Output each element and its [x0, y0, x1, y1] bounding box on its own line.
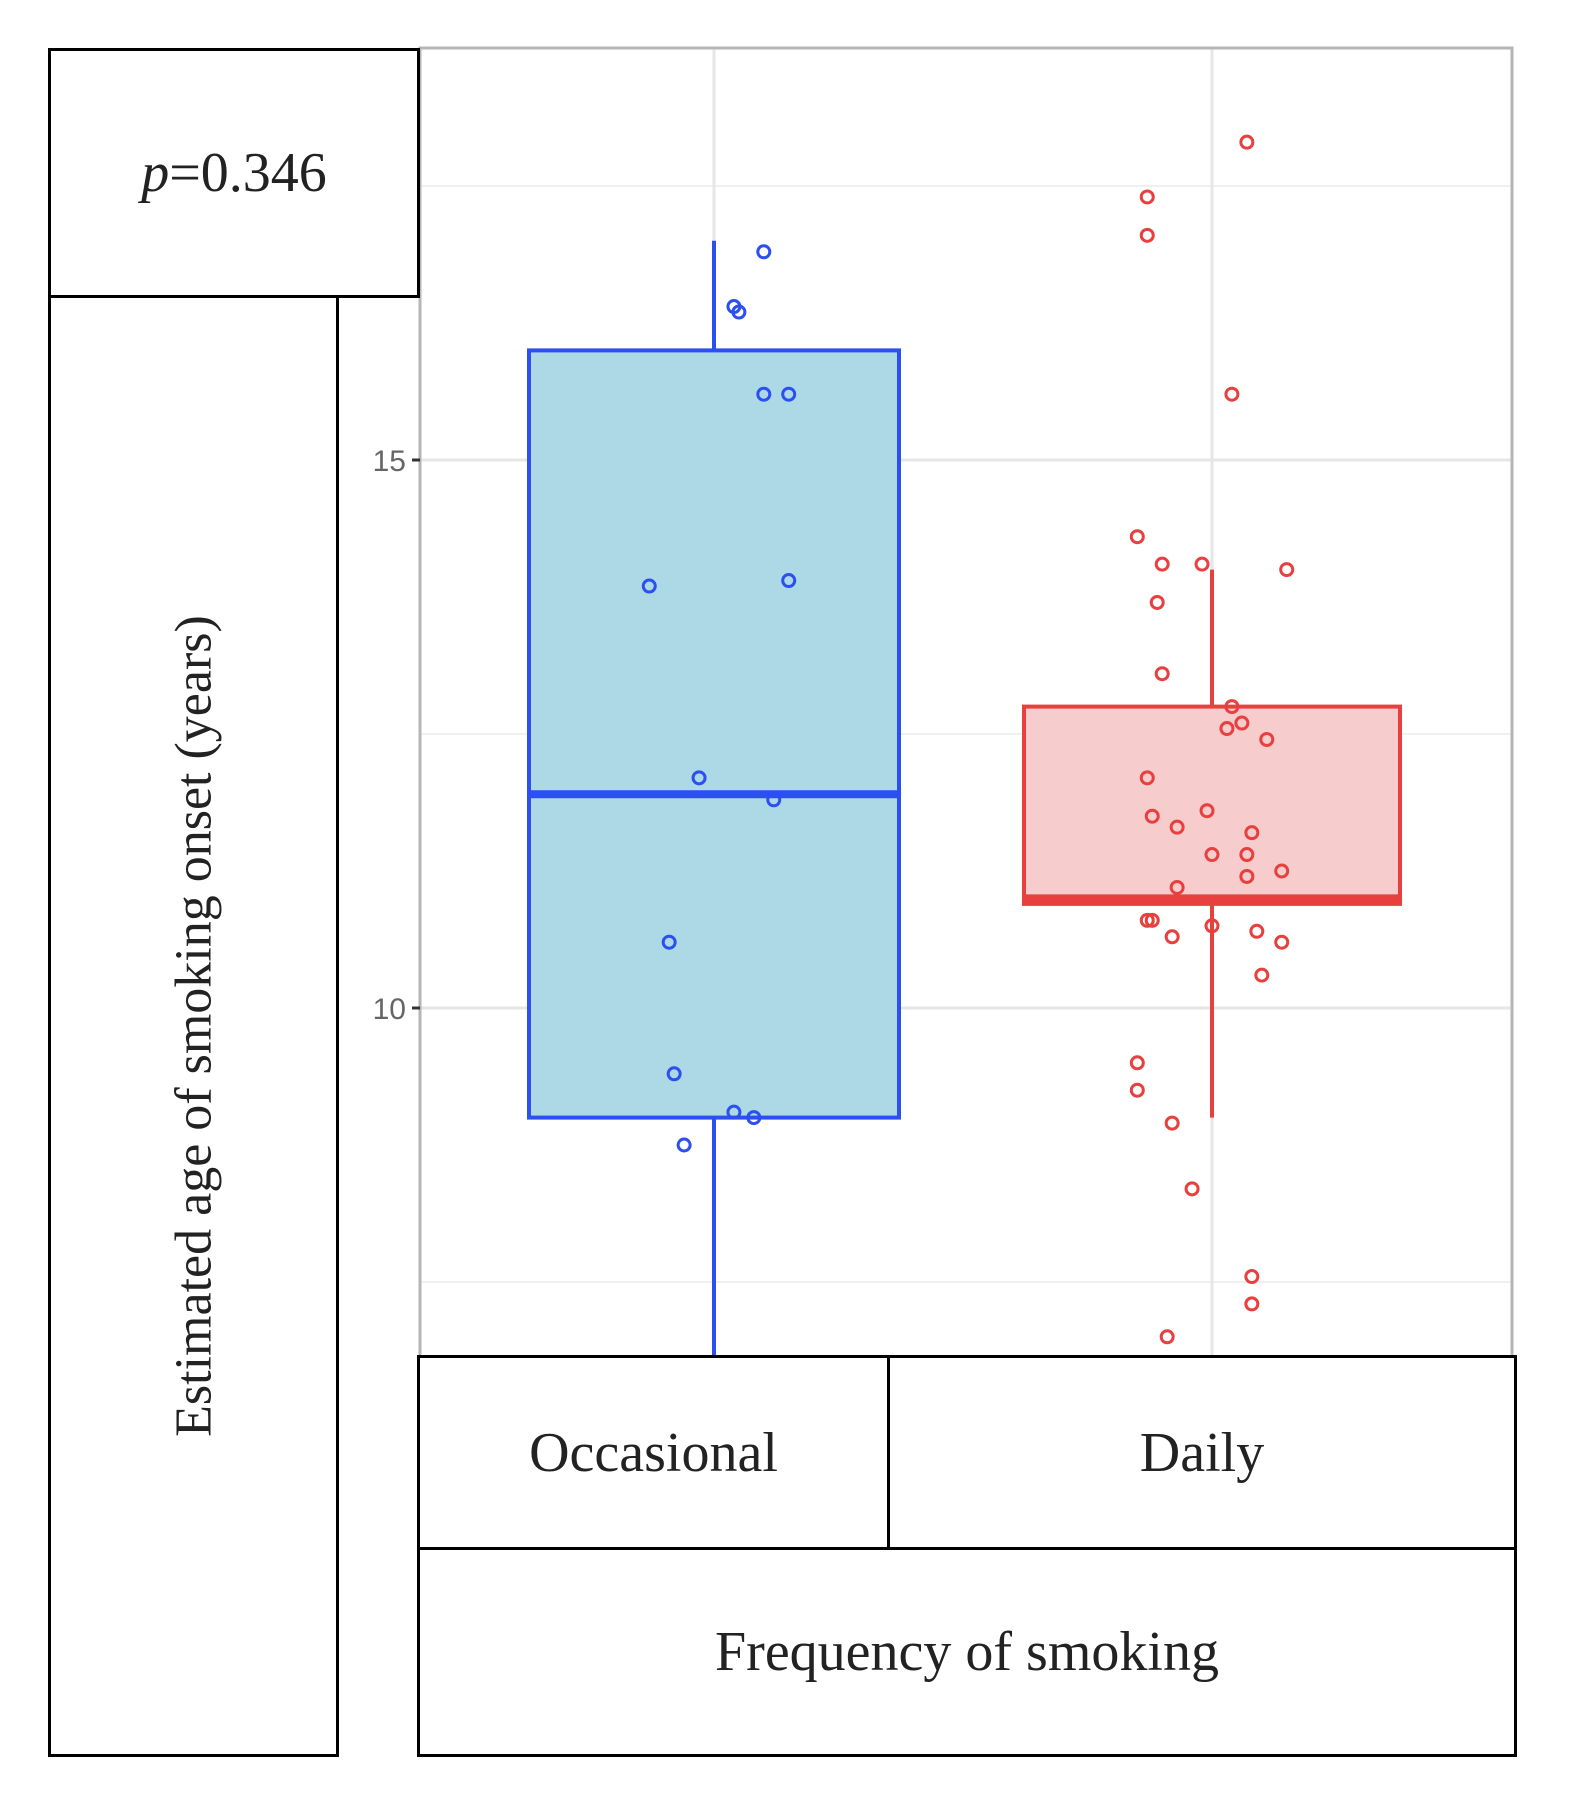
y-tick-label: 15 — [373, 445, 406, 478]
data-point — [1164, 1115, 1180, 1131]
data-point — [1239, 847, 1255, 863]
x-tick-label-occasional: Occasional — [529, 1421, 778, 1484]
data-point — [1194, 556, 1210, 572]
p-symbol: p — [141, 142, 170, 204]
data-point — [1244, 825, 1260, 841]
data-point — [1204, 847, 1220, 863]
data-point — [781, 386, 797, 402]
x-category-label-daily: Daily — [887, 1355, 1517, 1550]
data-point — [756, 386, 772, 402]
data-point — [1164, 929, 1180, 945]
data-point — [1199, 803, 1215, 819]
y-tick-label: 10 — [373, 993, 406, 1026]
data-point — [1144, 808, 1160, 824]
data-point — [1129, 1082, 1145, 1098]
data-point — [1259, 731, 1275, 747]
y-axis-title: Estimated age of smoking onset (years) — [165, 615, 222, 1437]
data-point — [1169, 819, 1185, 835]
data-point — [1139, 770, 1155, 786]
box-iqr — [527, 348, 901, 1120]
data-point — [1274, 863, 1290, 879]
data-point — [1154, 666, 1170, 682]
data-point — [731, 304, 747, 320]
data-point — [1129, 529, 1145, 545]
data-point — [766, 792, 782, 808]
boxes — [527, 240, 1402, 1358]
data-point — [676, 1137, 692, 1153]
data-point — [641, 578, 657, 594]
data-point — [1204, 918, 1220, 934]
data-point — [1234, 715, 1250, 731]
p-value-text: p=0.346 — [141, 141, 327, 205]
data-point — [666, 1066, 682, 1082]
x-tick-label-daily: Daily — [1139, 1421, 1265, 1484]
data-point — [1239, 868, 1255, 884]
data-point — [726, 1104, 742, 1120]
data-point — [746, 1110, 762, 1126]
x-category-label-occasional: Occasional — [417, 1355, 890, 1550]
data-point — [691, 770, 707, 786]
data-point — [756, 244, 772, 260]
data-point — [1169, 879, 1185, 895]
y-axis-label-box: Estimated age of smoking onset (years) — [48, 295, 339, 1757]
data-point — [1224, 699, 1240, 715]
data-point — [1224, 386, 1240, 402]
y-axis-ticks: 10 15 — [373, 445, 420, 1026]
data-point — [661, 934, 677, 950]
data-point — [1254, 967, 1270, 983]
data-point — [781, 573, 797, 589]
data-point — [1239, 134, 1255, 150]
data-point — [1219, 721, 1235, 737]
data-point — [1244, 1269, 1260, 1285]
p-number: =0.346 — [169, 142, 327, 204]
data-point — [1279, 562, 1295, 578]
data-point — [1249, 923, 1265, 939]
x-axis-title: Frequency of smoking — [715, 1621, 1219, 1683]
data-point — [1149, 594, 1165, 610]
data-point — [1159, 1329, 1175, 1345]
data-point — [1274, 934, 1290, 950]
data-point — [1139, 189, 1155, 205]
data-point — [1129, 1055, 1145, 1071]
data-point — [1244, 1296, 1260, 1312]
p-value-box: p=0.346 — [48, 48, 420, 298]
data-point — [1139, 227, 1155, 243]
data-point — [1184, 1181, 1200, 1197]
jitter-points — [641, 134, 1295, 1345]
data-point — [1139, 912, 1155, 928]
x-axis-title-box: Frequency of smoking — [417, 1547, 1517, 1757]
data-point — [1154, 556, 1170, 572]
data-point — [1144, 912, 1160, 928]
